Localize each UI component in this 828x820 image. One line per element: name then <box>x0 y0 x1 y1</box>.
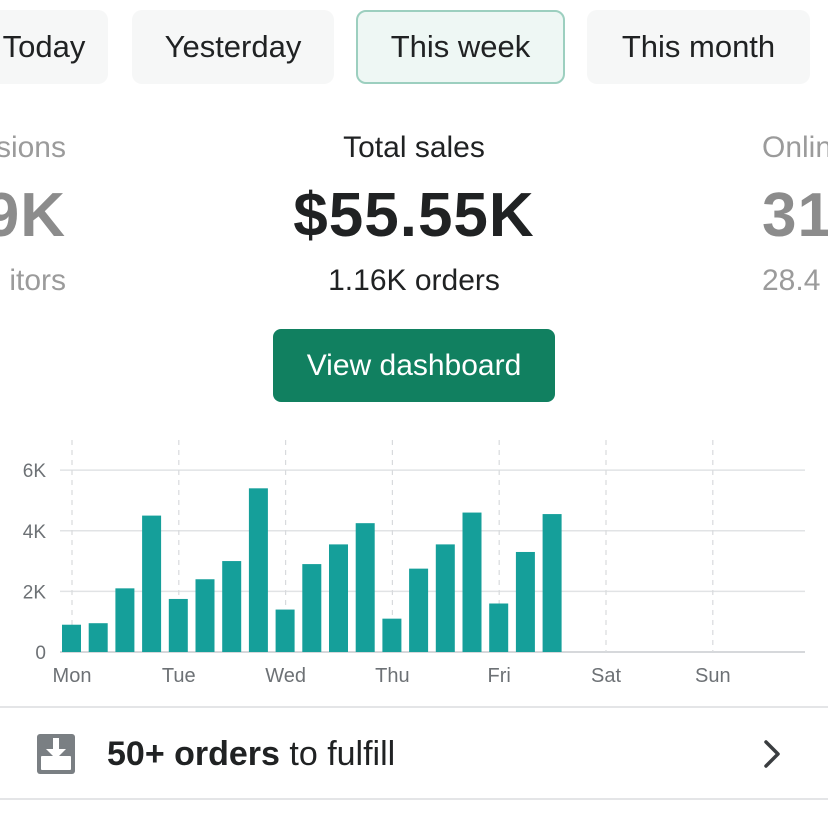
chart-bar <box>435 544 455 652</box>
chart-bar <box>462 512 482 652</box>
metric-value: 9K <box>0 181 66 250</box>
metric-total-sales: Total sales $55.55K 1.16K orders <box>214 128 614 301</box>
y-tick-label: 0 <box>35 643 46 664</box>
orders-to-fulfill-text: 50+ orders to fulfill <box>107 732 395 776</box>
chart-bar <box>489 603 509 652</box>
chart-bar <box>542 514 562 652</box>
tab-this-month[interactable]: This month <box>587 10 810 84</box>
metric-value: $55.55K <box>293 181 535 250</box>
tab-label: Yesterday <box>164 29 302 64</box>
y-tick-label: 4K <box>23 522 47 543</box>
chart-bar <box>248 488 268 652</box>
x-tick-label: Wed <box>265 665 306 687</box>
orders-to-fulfill-row[interactable]: 50+ orders to fulfill <box>0 708 828 798</box>
y-tick-label: 2K <box>23 582 47 603</box>
x-tick-label: Thu <box>375 665 409 687</box>
view-dashboard-label: View dashboard <box>306 348 522 382</box>
chart-bar <box>329 544 348 652</box>
metric-sub: 28.4 <box>762 264 821 297</box>
metric-sub: 1.16K orders <box>328 264 500 297</box>
metric-value: 31 <box>762 181 828 250</box>
chart-bar <box>382 618 402 652</box>
metric-label: Total sales <box>343 131 485 164</box>
x-tick-label: Tue <box>162 665 196 687</box>
metric-label: Onlin <box>762 131 828 164</box>
x-tick-label: Sat <box>591 665 621 687</box>
metric-sessions: sions 9K itors <box>0 128 66 301</box>
view-dashboard-button[interactable]: View dashboard <box>273 329 555 402</box>
chart-bar <box>409 568 429 652</box>
tab-this-week[interactable]: This week <box>356 10 565 84</box>
download-tray-icon <box>37 734 75 774</box>
chart-bar <box>515 551 535 652</box>
x-tick-label: Mon <box>53 665 92 687</box>
tab-label: This week <box>390 29 531 64</box>
metric-sub: itors <box>9 264 66 297</box>
divider <box>0 798 828 800</box>
orders-suffix: to fulfill <box>279 735 396 773</box>
tab-today[interactable]: Today <box>0 10 108 84</box>
chart-bar <box>142 515 162 652</box>
metric-online: Onlin 31 28.4 <box>762 128 828 301</box>
chart-bar <box>115 588 135 652</box>
chart-bar <box>275 609 295 652</box>
sales-bar-chart: 0 2K 4K 6K Mon Tue Wed Thu Fri Sat Sun <box>23 440 805 687</box>
x-tick-label: Fri <box>488 665 511 687</box>
divider <box>0 706 828 708</box>
y-tick-label: 6K <box>23 461 47 482</box>
chart-bar <box>195 579 215 652</box>
orders-count: 50+ orders <box>107 735 280 773</box>
metric-label: sions <box>0 131 66 164</box>
chevron-right-icon <box>764 740 780 768</box>
tab-yesterday[interactable]: Yesterday <box>132 10 334 84</box>
chart-bar <box>302 564 322 652</box>
x-tick-label: Sun <box>695 665 731 687</box>
tab-label: Today <box>2 29 86 64</box>
chart-bar <box>62 624 81 652</box>
chart-bar <box>88 623 108 652</box>
tab-label: This month <box>621 29 776 64</box>
chart-bar <box>355 523 375 652</box>
chart-bar <box>222 561 242 652</box>
chart-bar <box>168 598 188 652</box>
